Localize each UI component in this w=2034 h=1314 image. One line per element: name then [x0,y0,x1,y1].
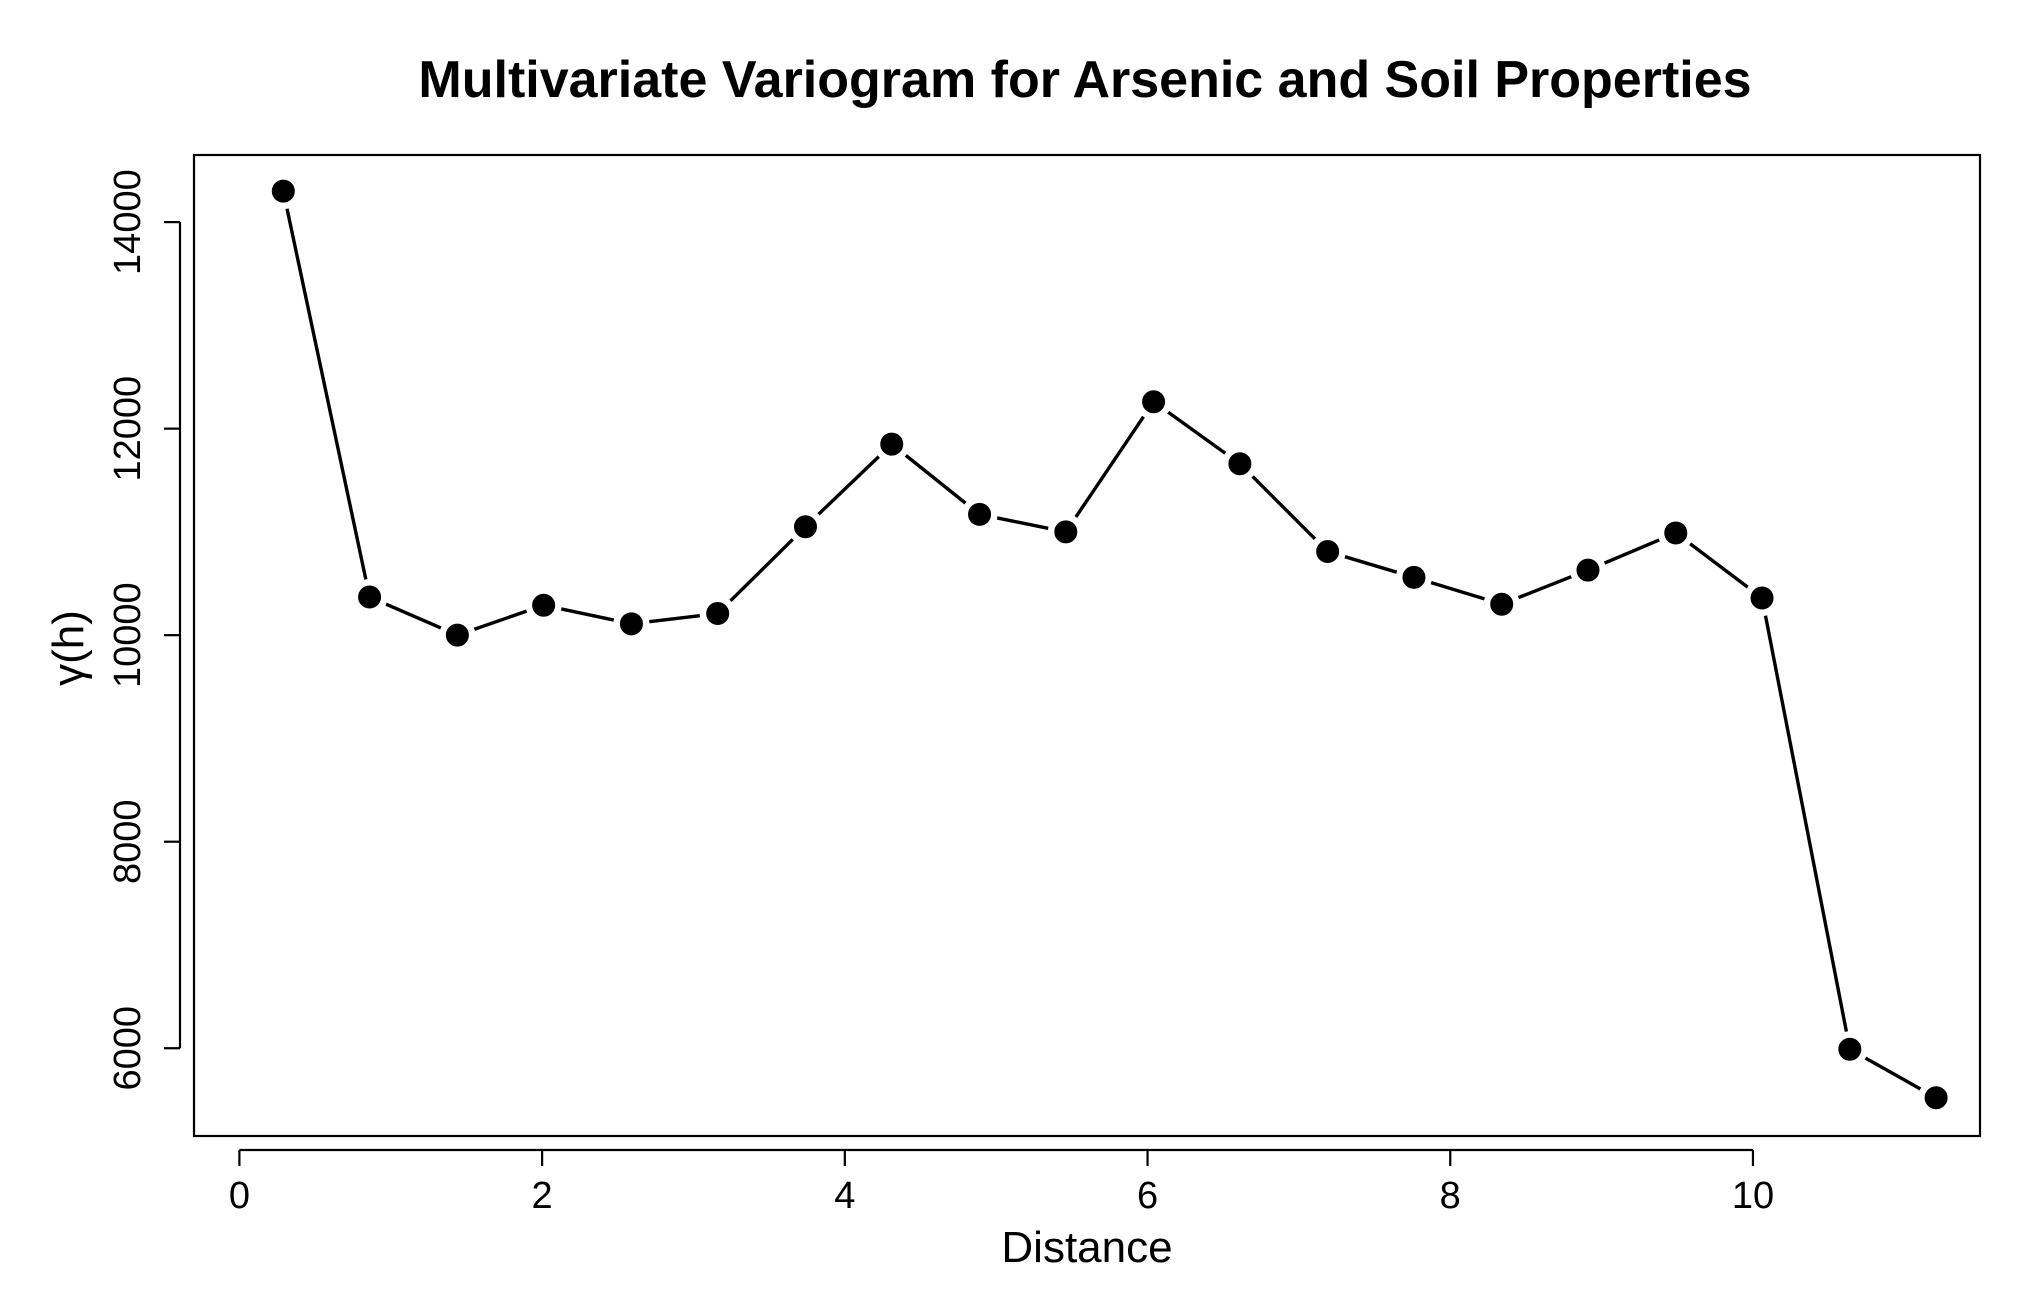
series-layer [268,176,1951,1113]
series-line-segment [817,455,880,516]
data-point [703,598,733,628]
x-tick-label: 2 [532,1175,553,1217]
data-point [1661,518,1691,548]
y-tick-label: 8000 [107,799,149,884]
chart-title: Multivariate Variogram for Arsenic and S… [418,51,1751,109]
series-line-segment [1430,580,1485,601]
y-tick-label: 12000 [107,376,149,482]
data-point [268,176,298,206]
series-line-segment [1251,475,1317,541]
series-line-segment [473,609,528,631]
series-line-segment [1864,1056,1922,1091]
y-tick-label: 10000 [107,582,149,688]
series-line-segment [1763,615,1849,1032]
data-point [1487,589,1517,619]
series-line-segment [1167,410,1227,455]
plot-frame [192,153,1982,1138]
data-point [1139,387,1169,417]
data-point [1051,517,1081,547]
data-point [1225,449,1255,479]
series-line-segment [996,516,1049,530]
x-tick-label: 0 [229,1175,250,1217]
series-line-segment [1689,542,1749,589]
data-point [965,499,995,529]
x-tick-label: 10 [1732,1175,1774,1217]
series-line-segment [729,538,794,603]
series-line-segment [904,454,967,505]
y-axis: 6000 8000 10000 12000 14000 [107,169,182,1091]
series-line-segment [1517,575,1572,600]
x-axis-label: Distance [1001,1223,1172,1272]
data-point [616,609,646,639]
data-point [1573,555,1603,585]
data-point [1313,537,1343,567]
series-line-segment [1603,538,1660,565]
x-tick-label: 4 [834,1175,855,1217]
data-point [877,429,907,459]
series-line-segment [285,208,368,580]
series-line-segment [1344,555,1398,574]
data-point [529,590,559,620]
data-point [1399,562,1429,592]
series-line-segment [1074,415,1145,518]
y-tick-label: 6000 [107,1006,149,1091]
series-line-segment [560,607,615,622]
data-point [355,582,385,612]
series-line-segment [649,613,701,624]
x-axis: 0 2 4 6 8 10 [229,1148,1774,1217]
series-line-segment [385,602,442,630]
x-tick-label: 8 [1440,1175,1461,1217]
x-tick-label: 6 [1137,1175,1158,1217]
data-point [1747,583,1777,613]
data-point [1921,1083,1951,1113]
data-point [1835,1034,1865,1064]
data-point [790,512,820,542]
y-tick-label: 14000 [107,169,149,275]
data-point [442,620,472,650]
y-axis-label: γ(h) [44,610,93,686]
